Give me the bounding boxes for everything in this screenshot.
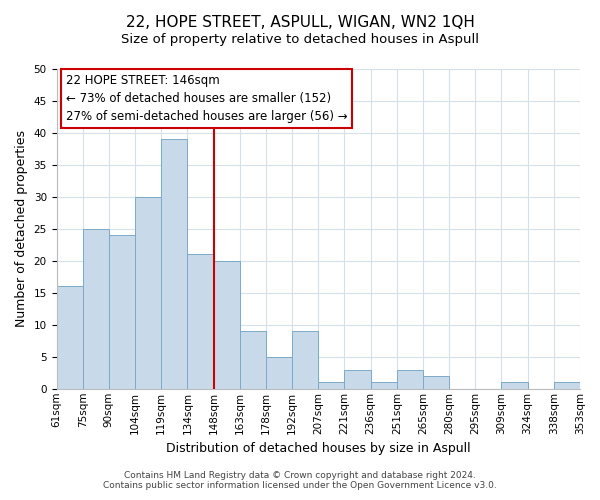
Bar bbox=[397, 370, 423, 389]
Bar bbox=[135, 197, 161, 389]
Bar bbox=[161, 140, 187, 389]
Text: 22, HOPE STREET, ASPULL, WIGAN, WN2 1QH: 22, HOPE STREET, ASPULL, WIGAN, WN2 1QH bbox=[125, 15, 475, 30]
Bar bbox=[109, 236, 135, 389]
Bar bbox=[292, 331, 318, 389]
Bar bbox=[214, 261, 240, 389]
Bar bbox=[318, 382, 344, 389]
Bar bbox=[423, 376, 449, 389]
Bar bbox=[554, 382, 580, 389]
Bar bbox=[83, 229, 109, 389]
Bar bbox=[371, 382, 397, 389]
Text: 22 HOPE STREET: 146sqm
← 73% of detached houses are smaller (152)
27% of semi-de: 22 HOPE STREET: 146sqm ← 73% of detached… bbox=[65, 74, 347, 123]
Bar bbox=[240, 331, 266, 389]
Text: Size of property relative to detached houses in Aspull: Size of property relative to detached ho… bbox=[121, 32, 479, 46]
Bar bbox=[502, 382, 527, 389]
Bar bbox=[344, 370, 371, 389]
Bar bbox=[266, 357, 292, 389]
Y-axis label: Number of detached properties: Number of detached properties bbox=[15, 130, 28, 328]
Text: Contains HM Land Registry data © Crown copyright and database right 2024.
Contai: Contains HM Land Registry data © Crown c… bbox=[103, 470, 497, 490]
X-axis label: Distribution of detached houses by size in Aspull: Distribution of detached houses by size … bbox=[166, 442, 470, 455]
Bar bbox=[56, 286, 83, 389]
Bar bbox=[187, 254, 214, 389]
